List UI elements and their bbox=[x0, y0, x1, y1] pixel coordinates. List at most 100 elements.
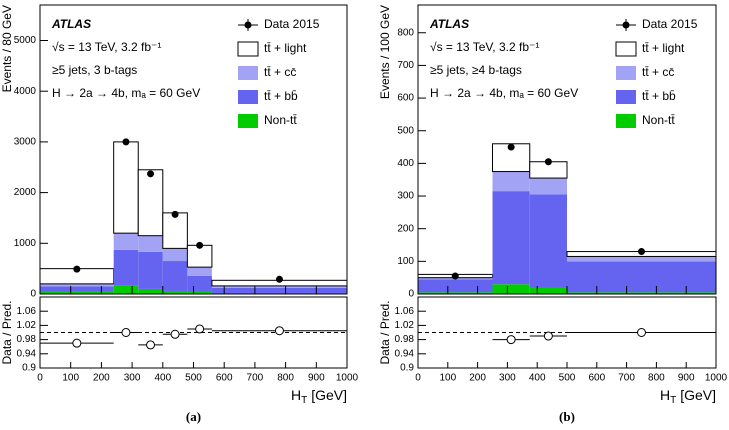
y-tick-label: 0 bbox=[30, 289, 36, 300]
y-tick-label: 4000 bbox=[14, 86, 37, 97]
ratio-y-tick-label: 1.02 bbox=[17, 320, 37, 331]
ratio-y-tick-label: 0.98 bbox=[17, 334, 37, 345]
ratio-y-axis-label: Data / Pred. bbox=[0, 300, 14, 364]
y-axis-label: Events / 80 GeV bbox=[0, 5, 14, 92]
stack-segment bbox=[567, 261, 716, 293]
x-axis-symbol: H bbox=[291, 387, 301, 403]
x-tick-label: 100 bbox=[439, 373, 456, 384]
stack-segment bbox=[162, 261, 188, 291]
x-axis-unit: [GeV] bbox=[311, 387, 347, 403]
y-tick-label: 600 bbox=[397, 93, 414, 104]
data-point bbox=[147, 170, 155, 178]
stack-segment bbox=[40, 283, 114, 287]
stack-segment bbox=[418, 279, 493, 293]
ratio-y-tick-label: 1.02 bbox=[395, 320, 415, 331]
stack-segment bbox=[187, 275, 212, 292]
x-axis-subscript: T bbox=[301, 395, 307, 406]
x-axis-symbol: H bbox=[660, 387, 670, 403]
stack-segment bbox=[187, 267, 212, 276]
stack-segment bbox=[113, 285, 139, 294]
y-tick-label: 400 bbox=[397, 158, 414, 169]
ratio-y-tick-label: 1.06 bbox=[17, 306, 37, 317]
data-point bbox=[507, 143, 515, 151]
stack-segment bbox=[529, 178, 567, 195]
legend-swatch bbox=[616, 66, 636, 80]
y-tick-label: 2000 bbox=[14, 187, 37, 198]
x-axis-label: HT [GeV] bbox=[660, 387, 716, 406]
x-tick-label: 200 bbox=[93, 373, 110, 384]
ratio-y-tick-label: 0.98 bbox=[395, 334, 415, 345]
stack-segment bbox=[162, 212, 188, 249]
ratio-y-tick-label: 0.94 bbox=[395, 348, 415, 359]
stack-segment bbox=[187, 291, 212, 294]
x-axis-unit: [GeV] bbox=[680, 387, 716, 403]
data-point bbox=[122, 138, 130, 146]
legend-label: tt̄ + light bbox=[642, 41, 685, 55]
stack-segment bbox=[567, 256, 716, 262]
stack-segment bbox=[138, 288, 163, 294]
annotation: H → 2a → 4b, mₐ = 60 GeV bbox=[430, 86, 578, 100]
legend-label: tt̄ + cc̄ bbox=[264, 65, 296, 79]
y-tick-label: 1000 bbox=[14, 238, 37, 249]
legend-label: Non-tt̄ bbox=[264, 113, 297, 127]
stack-segment bbox=[162, 290, 188, 294]
x-tick-label: 700 bbox=[618, 373, 635, 384]
stack-segment bbox=[567, 292, 716, 294]
annotation: ≥5 jets, ≥4 b-tags bbox=[430, 63, 522, 77]
x-tick-label: 0 bbox=[415, 373, 421, 384]
data-point bbox=[171, 210, 179, 218]
x-tick-label: 1000 bbox=[336, 373, 359, 384]
y-tick-label: 3000 bbox=[14, 137, 37, 148]
stack-segment bbox=[138, 235, 163, 252]
x-tick-label: 400 bbox=[154, 373, 171, 384]
data-point bbox=[73, 265, 81, 273]
stack-segment bbox=[137, 169, 164, 237]
data-point bbox=[638, 248, 645, 256]
legend-swatch bbox=[238, 66, 258, 80]
x-tick-label: 1000 bbox=[705, 373, 728, 384]
legend-swatch bbox=[237, 41, 259, 57]
ratio-point bbox=[195, 324, 205, 334]
ratio-y-tick-label: 1.06 bbox=[395, 306, 415, 317]
y-tick-label: 100 bbox=[397, 256, 414, 267]
stack-segment bbox=[113, 233, 139, 250]
stack-segment bbox=[162, 248, 188, 262]
stack-segment bbox=[138, 251, 163, 289]
ratio-point bbox=[506, 335, 516, 345]
legend-swatch bbox=[616, 90, 636, 104]
ratio-point bbox=[121, 328, 131, 337]
stack-segment bbox=[492, 284, 530, 294]
stack-segment bbox=[529, 194, 567, 288]
x-tick-label: 900 bbox=[678, 373, 695, 384]
y-tick-label: 5000 bbox=[14, 35, 37, 46]
x-tick-label: 600 bbox=[216, 373, 233, 384]
x-tick-label: 300 bbox=[124, 373, 141, 384]
caption: (a) bbox=[186, 409, 201, 424]
x-axis-subscript: T bbox=[670, 395, 676, 406]
stack-segment bbox=[211, 285, 347, 288]
data-point bbox=[196, 241, 204, 249]
x-tick-label: 900 bbox=[308, 373, 325, 384]
stack-segment bbox=[40, 286, 114, 292]
annotation: H → 2a → 4b, mₐ = 60 GeV bbox=[52, 86, 200, 100]
annotation: ≥5 jets, 3 b-tags bbox=[52, 63, 137, 77]
annotation: √s = 13 TeV, 3.2 fb⁻¹ bbox=[430, 40, 539, 54]
stack-segment bbox=[529, 287, 567, 294]
ratio-y-tick-label: 0.9 bbox=[22, 363, 36, 374]
legend-label: Data 2015 bbox=[264, 17, 320, 31]
y-tick-label: 200 bbox=[397, 223, 414, 234]
legend-marker-data bbox=[622, 21, 630, 29]
x-tick-label: 700 bbox=[247, 373, 264, 384]
y-tick-label: 0 bbox=[408, 289, 414, 300]
ratio-point bbox=[637, 328, 646, 337]
stack-segment bbox=[492, 191, 530, 285]
legend-marker-data bbox=[244, 21, 252, 29]
ratio-y-tick-label: 0.9 bbox=[400, 363, 414, 374]
data-point bbox=[275, 275, 283, 283]
stack-segment bbox=[211, 287, 347, 293]
legend-swatch bbox=[616, 114, 636, 128]
stack-segment bbox=[418, 292, 493, 294]
data-point bbox=[544, 158, 552, 166]
ratio-point bbox=[146, 340, 156, 350]
